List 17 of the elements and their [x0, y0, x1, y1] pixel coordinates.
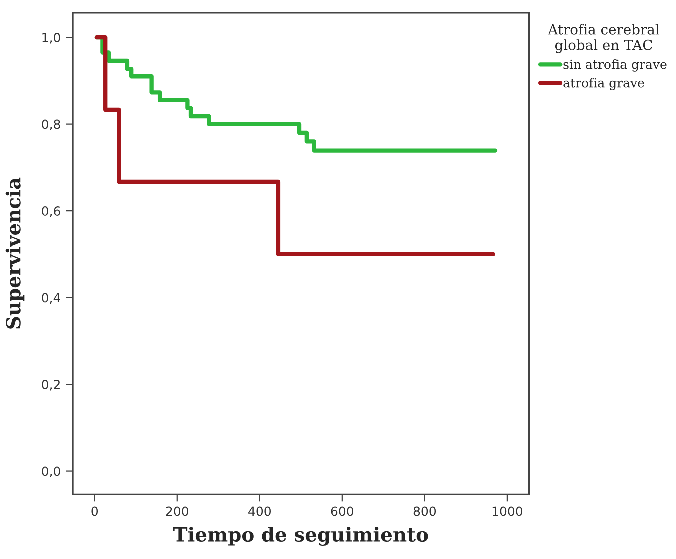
- y-tick-label: 1,0: [42, 33, 60, 44]
- x-tick-label: 400: [248, 506, 271, 516]
- x-tick-label: 1000: [492, 506, 523, 516]
- y-tick-label: 0,0: [42, 466, 60, 478]
- y-tick-label: 0,4: [42, 293, 60, 304]
- x-axis-title: Tiempo de seguimiento: [174, 526, 428, 546]
- y-axis-title: Supervivencia: [6, 178, 25, 329]
- x-tick-label: 600: [331, 506, 354, 516]
- x-tick-label: 800: [414, 506, 436, 516]
- x-tick-label: 200: [166, 506, 188, 516]
- y-tick-label: 0,2: [42, 380, 60, 391]
- legend-label: sin atrofia grave: [564, 60, 667, 72]
- x-tick-label: 0: [92, 506, 98, 516]
- y-tick-label: 0,6: [42, 206, 60, 218]
- legend-title: Atrofia cerebral global en TAC: [548, 24, 660, 54]
- y-tick-label: 0,8: [42, 120, 60, 131]
- legend-label: atrofia grave: [564, 78, 644, 90]
